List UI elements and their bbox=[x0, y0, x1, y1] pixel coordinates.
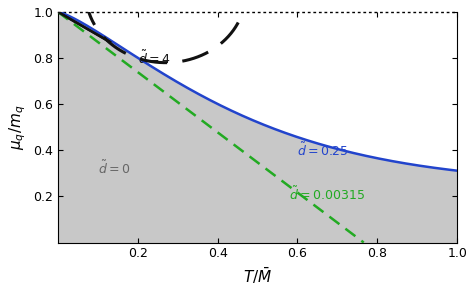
Text: $\tilde{d}=0.25$: $\tilde{d}=0.25$ bbox=[298, 142, 349, 159]
Text: $\tilde{d}=0$: $\tilde{d}=0$ bbox=[98, 160, 130, 178]
X-axis label: $T/\bar{M}$: $T/\bar{M}$ bbox=[243, 266, 272, 286]
Text: $\tilde{d}=4$: $\tilde{d}=4$ bbox=[138, 49, 170, 67]
Y-axis label: $\mu_q/m_q$: $\mu_q/m_q$ bbox=[7, 105, 27, 150]
Text: $\tilde{d}=0.00315$: $\tilde{d}=0.00315$ bbox=[290, 185, 365, 203]
